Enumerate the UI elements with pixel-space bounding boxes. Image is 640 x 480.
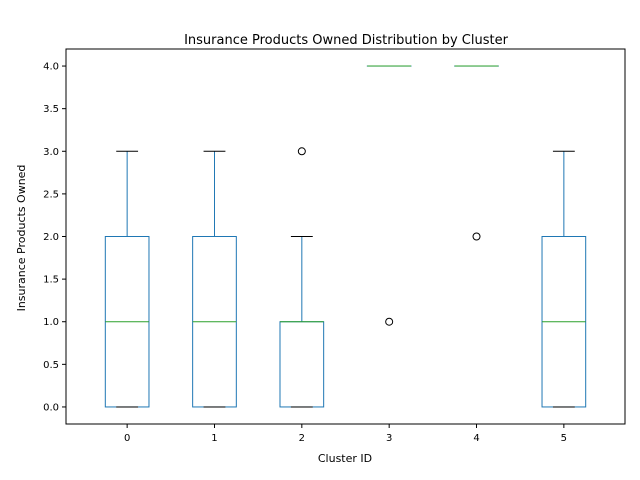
y-tick-label: 2.5 xyxy=(43,189,59,200)
y-tick-label: 1.0 xyxy=(43,317,59,328)
x-tick-label: 5 xyxy=(561,433,567,444)
outlier-point xyxy=(385,317,394,326)
plot-area xyxy=(65,48,626,425)
y-tick-label: 2.0 xyxy=(43,232,59,243)
y-tick-label: 0.5 xyxy=(43,360,59,371)
x-tick-label: 3 xyxy=(386,433,392,444)
y-tick-label: 3.5 xyxy=(43,104,59,115)
box-cluster-2 xyxy=(279,147,325,408)
outlier-point xyxy=(472,232,481,241)
box-cluster-3 xyxy=(366,65,412,326)
x-tick-label: 1 xyxy=(211,433,217,444)
x-tick-label: 4 xyxy=(473,433,479,444)
y-tick-label: 4.0 xyxy=(43,62,59,73)
x-axis-label: Cluster ID xyxy=(318,452,372,465)
box-cluster-5 xyxy=(541,150,587,408)
y-tick-label: 3.0 xyxy=(43,147,59,158)
y-tick-label: 0.0 xyxy=(43,402,59,413)
x-tick-label: 0 xyxy=(124,433,130,444)
y-axis: 0.0 0.5 1.0 1.5 2.0 2.5 3.0 3.5 4.0 xyxy=(43,62,66,413)
y-axis-label: Insurance Products Owned xyxy=(15,165,28,312)
x-axis: 0 1 2 3 4 5 xyxy=(124,424,567,444)
box-cluster-4 xyxy=(454,65,499,241)
box-iqr xyxy=(279,321,325,408)
box-cluster-1 xyxy=(192,150,237,408)
y-tick-label: 1.5 xyxy=(43,275,59,286)
outlier-point xyxy=(297,147,306,156)
chart-title: Insurance Products Owned Distribution by… xyxy=(184,33,509,48)
box-cluster-0 xyxy=(104,150,150,408)
plot-frame xyxy=(65,48,626,425)
x-tick-label: 2 xyxy=(299,433,305,444)
